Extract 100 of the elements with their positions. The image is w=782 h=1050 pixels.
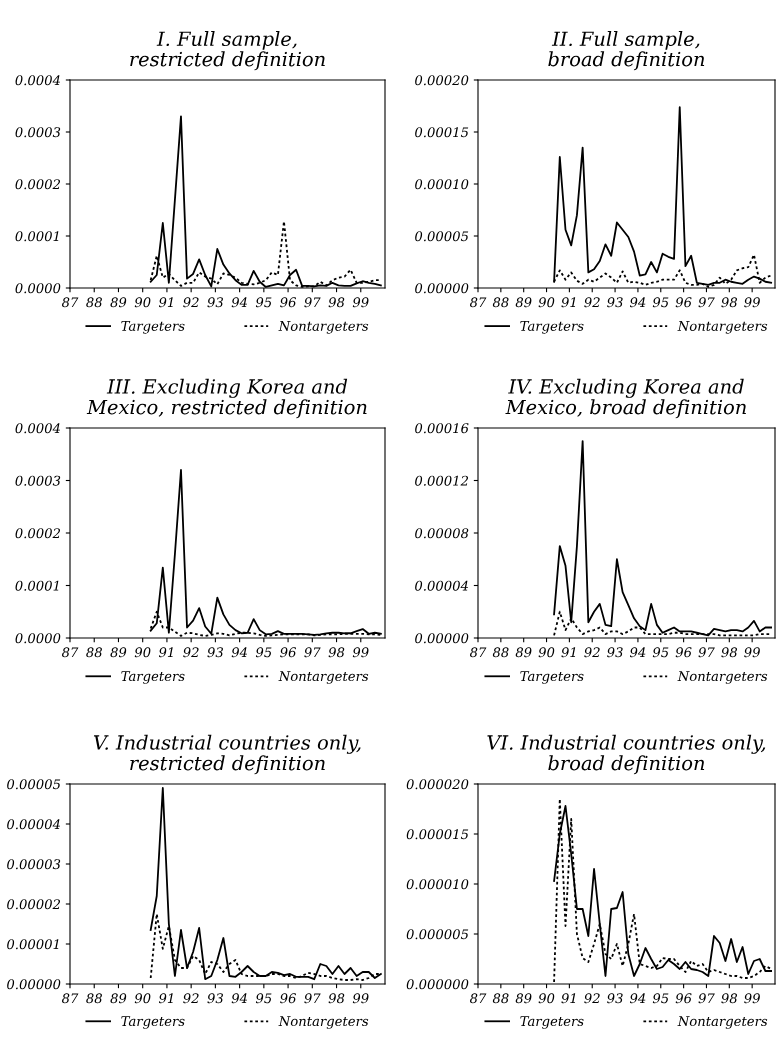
y-tick-label: 0.0004: [15, 75, 60, 86]
x-tick-label: 97: [304, 297, 321, 308]
x-tick-label: 92: [584, 297, 600, 308]
x-tick-label: 98: [328, 647, 345, 658]
x-tick-label: 98: [721, 297, 738, 308]
x-tick-label: 90: [538, 647, 555, 658]
x-tick-label: 87: [469, 647, 487, 658]
y-tick-label: 0.00002: [7, 899, 61, 910]
x-tick-label: 91: [158, 297, 173, 308]
x-tick-label: 88: [86, 297, 102, 308]
x-tick-label: 99: [352, 297, 369, 308]
x-tick-label: 95: [652, 993, 669, 1004]
x-tick-label: 93: [607, 647, 623, 658]
y-tick-label: 0.00012: [415, 475, 469, 486]
legend-label: Nontargeters: [278, 671, 369, 684]
legend-label: Targeters: [520, 321, 584, 334]
y-tick-label: 0.00005: [7, 779, 61, 790]
y-tick-label: 0.0003: [15, 127, 61, 138]
y-tick-label: 0.00004: [7, 819, 60, 830]
x-tick-label: 87: [61, 647, 79, 658]
legend-label: Targeters: [520, 1016, 584, 1029]
x-tick-label: 97: [304, 647, 321, 658]
x-tick-label: 95: [652, 297, 669, 308]
y-tick-label: 0.0004: [15, 423, 60, 434]
y-tick-label: 0.00001: [7, 939, 59, 950]
x-tick-label: 91: [561, 647, 576, 658]
x-tick-label: 98: [328, 297, 345, 308]
y-tick-label: 0.00000: [7, 979, 61, 990]
x-tick-label: 91: [158, 647, 173, 658]
legend-label: Targeters: [121, 321, 185, 334]
x-tick-label: 91: [561, 297, 576, 308]
legend-label: Targeters: [121, 671, 185, 684]
x-tick-label: 95: [255, 297, 272, 308]
y-tick-label: 0.0002: [15, 528, 61, 539]
y-tick-label: 0.0001: [15, 580, 59, 591]
x-tick-label: 94: [629, 993, 646, 1004]
chart-title: IV. Excluding Korea and Mexico, broad definition: [505, 378, 746, 419]
chart-title: I. Full sample, restricted definition: [130, 31, 325, 71]
x-tick-label: 87: [61, 993, 79, 1004]
y-tick-label: 0.000010: [406, 879, 469, 890]
x-tick-label: 90: [134, 993, 151, 1004]
x-tick-label: 99: [352, 647, 369, 658]
x-tick-label: 96: [675, 993, 692, 1004]
x-tick-label: 92: [584, 647, 600, 658]
x-tick-label: 93: [207, 297, 223, 308]
x-tick-label: 99: [744, 993, 760, 1004]
x-tick-label: 89: [110, 647, 127, 658]
x-tick-label: 87: [61, 297, 79, 308]
x-tick-label: 91: [561, 993, 576, 1004]
x-tick-label: 93: [607, 297, 623, 308]
legend-label: Targeters: [520, 671, 584, 684]
y-tick-label: 0.0003: [15, 475, 61, 486]
x-tick-label: 96: [675, 297, 692, 308]
x-tick-label: 96: [280, 297, 297, 308]
chart-title: III. Excluding Korea and Mexico, restricted definition: [86, 378, 367, 419]
legend-label: Targeters: [121, 1016, 185, 1029]
x-tick-label: 88: [86, 993, 102, 1004]
y-tick-label: 0.00020: [415, 75, 469, 86]
x-tick-label: 88: [492, 993, 509, 1004]
y-tick-label: 0.0000: [15, 283, 61, 294]
x-tick-label: 98: [721, 993, 738, 1004]
x-tick-label: 95: [255, 993, 272, 1004]
x-tick-label: 88: [492, 647, 509, 658]
x-tick-label: 89: [110, 297, 127, 308]
x-tick-label: 89: [515, 297, 532, 308]
chart-title: V. Industrial countries only, restricted definition: [93, 734, 361, 775]
x-tick-label: 98: [721, 647, 738, 658]
x-tick-label: 89: [515, 647, 532, 658]
x-tick-label: 92: [183, 297, 199, 308]
x-tick-label: 89: [110, 993, 127, 1004]
x-tick-label: 94: [231, 647, 248, 658]
y-tick-label: 0.0002: [15, 179, 61, 190]
legend-label: Nontargeters: [278, 1016, 369, 1029]
x-tick-label: 93: [207, 993, 223, 1004]
x-tick-label: 89: [515, 993, 532, 1004]
legend-label: Nontargeters: [677, 1016, 768, 1029]
y-tick-label: 0.0001: [15, 231, 59, 242]
y-tick-label: 0.000000: [406, 979, 469, 990]
legend-label: Nontargeters: [677, 321, 768, 334]
chart-title: II. Full sample, broad definition: [548, 31, 705, 71]
y-tick-label: 0.00010: [415, 179, 469, 190]
x-tick-label: 94: [629, 647, 646, 658]
legend-label: Nontargeters: [677, 671, 768, 684]
x-tick-label: 94: [231, 993, 248, 1004]
y-tick-label: 0.00016: [415, 423, 469, 434]
y-tick-label: 0.000005: [406, 929, 469, 940]
y-tick-label: 0.00000: [415, 633, 469, 644]
x-tick-label: 90: [538, 297, 555, 308]
x-tick-label: 88: [492, 297, 509, 308]
x-tick-label: 87: [469, 993, 487, 1004]
y-tick-label: 0.00005: [415, 231, 469, 242]
x-tick-label: 90: [538, 993, 555, 1004]
x-tick-label: 96: [280, 993, 297, 1004]
x-tick-label: 92: [183, 993, 199, 1004]
x-tick-label: 94: [629, 297, 646, 308]
x-tick-label: 95: [255, 647, 272, 658]
x-tick-label: 90: [134, 297, 151, 308]
x-tick-label: 92: [183, 647, 199, 658]
x-tick-label: 97: [304, 993, 321, 1004]
x-tick-label: 98: [328, 993, 345, 1004]
